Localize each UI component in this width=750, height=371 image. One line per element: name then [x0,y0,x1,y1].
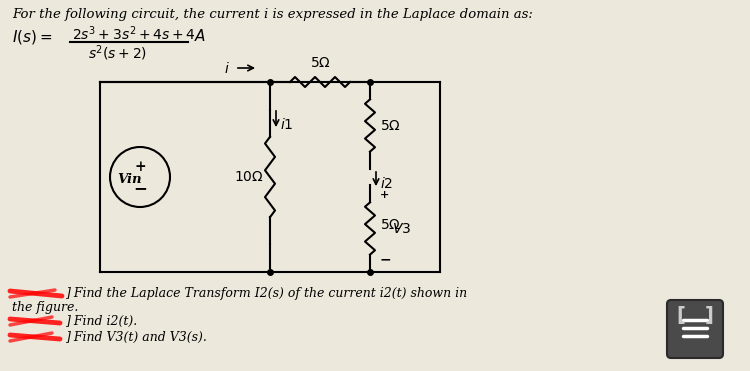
Text: $2s^3+3s^2+4s+4$: $2s^3+3s^2+4s+4$ [72,24,196,43]
FancyBboxPatch shape [667,300,723,358]
Text: +: + [134,160,146,174]
Text: $V3$: $V3$ [392,221,411,236]
Text: −: − [380,252,392,266]
Text: $5\Omega$: $5\Omega$ [310,56,331,70]
Text: the figure.: the figure. [12,301,78,314]
Text: [: [ [676,306,686,325]
Text: $A$: $A$ [194,28,206,44]
Text: $5\Omega$: $5\Omega$ [380,217,401,232]
Text: $s^2(s+2)$: $s^2(s+2)$ [88,43,147,63]
Text: −: − [133,181,147,197]
Text: ] Find the Laplace Transform I2(s) of the current i2(t) shown in: ] Find the Laplace Transform I2(s) of th… [65,287,467,300]
Text: $i1$: $i1$ [280,116,293,131]
Text: $i2$: $i2$ [380,175,393,190]
Text: +: + [380,189,389,200]
Text: ] Find i2(t).: ] Find i2(t). [65,315,137,328]
Text: For the following circuit, the current i is expressed in the Laplace domain as:: For the following circuit, the current i… [12,8,532,21]
Text: Vin: Vin [118,173,142,186]
Text: ] Find V3(t) and V3(s).: ] Find V3(t) and V3(s). [65,331,207,344]
Text: $10\Omega$: $10\Omega$ [234,170,264,184]
Text: ]: ] [704,306,713,325]
Text: $5\Omega$: $5\Omega$ [380,118,401,132]
Text: $i$: $i$ [224,60,230,76]
Text: $I(s)=$: $I(s)=$ [12,28,53,46]
